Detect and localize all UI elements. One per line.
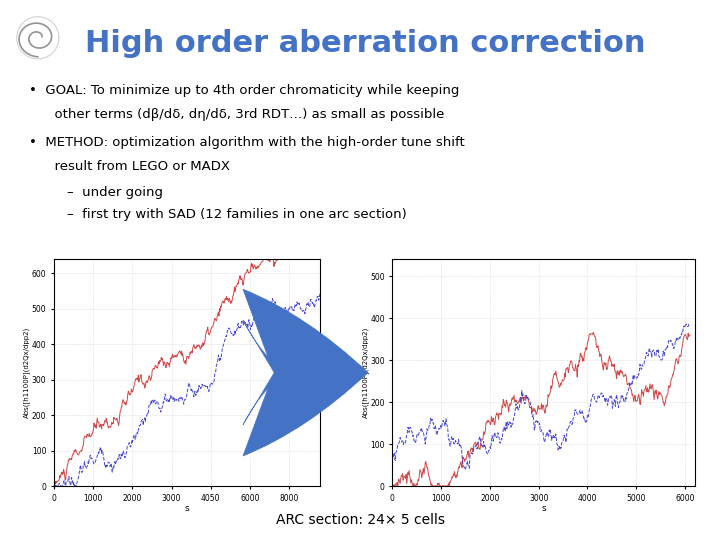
X-axis label: s: s <box>541 504 546 513</box>
Text: –  first try with SAD (12 families in one arc section): – first try with SAD (12 families in one… <box>50 208 407 221</box>
Text: •  METHOD: optimization algorithm with the high-order tune shift: • METHOD: optimization algorithm with th… <box>29 136 464 149</box>
X-axis label: s: s <box>185 504 189 513</box>
Y-axis label: Abs([h1100P](d2Qx/dpp2): Abs([h1100P](d2Qx/dpp2) <box>362 327 369 418</box>
Text: –  under going: – under going <box>50 186 163 199</box>
Text: High order aberration correction: High order aberration correction <box>85 29 645 58</box>
Text: other terms (dβ/dδ, dη/dδ, 3rd RDT…) as small as possible: other terms (dβ/dδ, dη/dδ, 3rd RDT…) as … <box>29 108 444 121</box>
Text: •  GOAL: To minimize up to 4th order chromaticity while keeping: • GOAL: To minimize up to 4th order chro… <box>29 84 459 97</box>
Text: ARC section: 24× 5 cells: ARC section: 24× 5 cells <box>276 512 444 526</box>
Text: result from LEGO or MADX: result from LEGO or MADX <box>29 160 230 173</box>
Y-axis label: Abs([h1100P](d2Qx/dpp2): Abs([h1100P](d2Qx/dpp2) <box>24 327 30 418</box>
